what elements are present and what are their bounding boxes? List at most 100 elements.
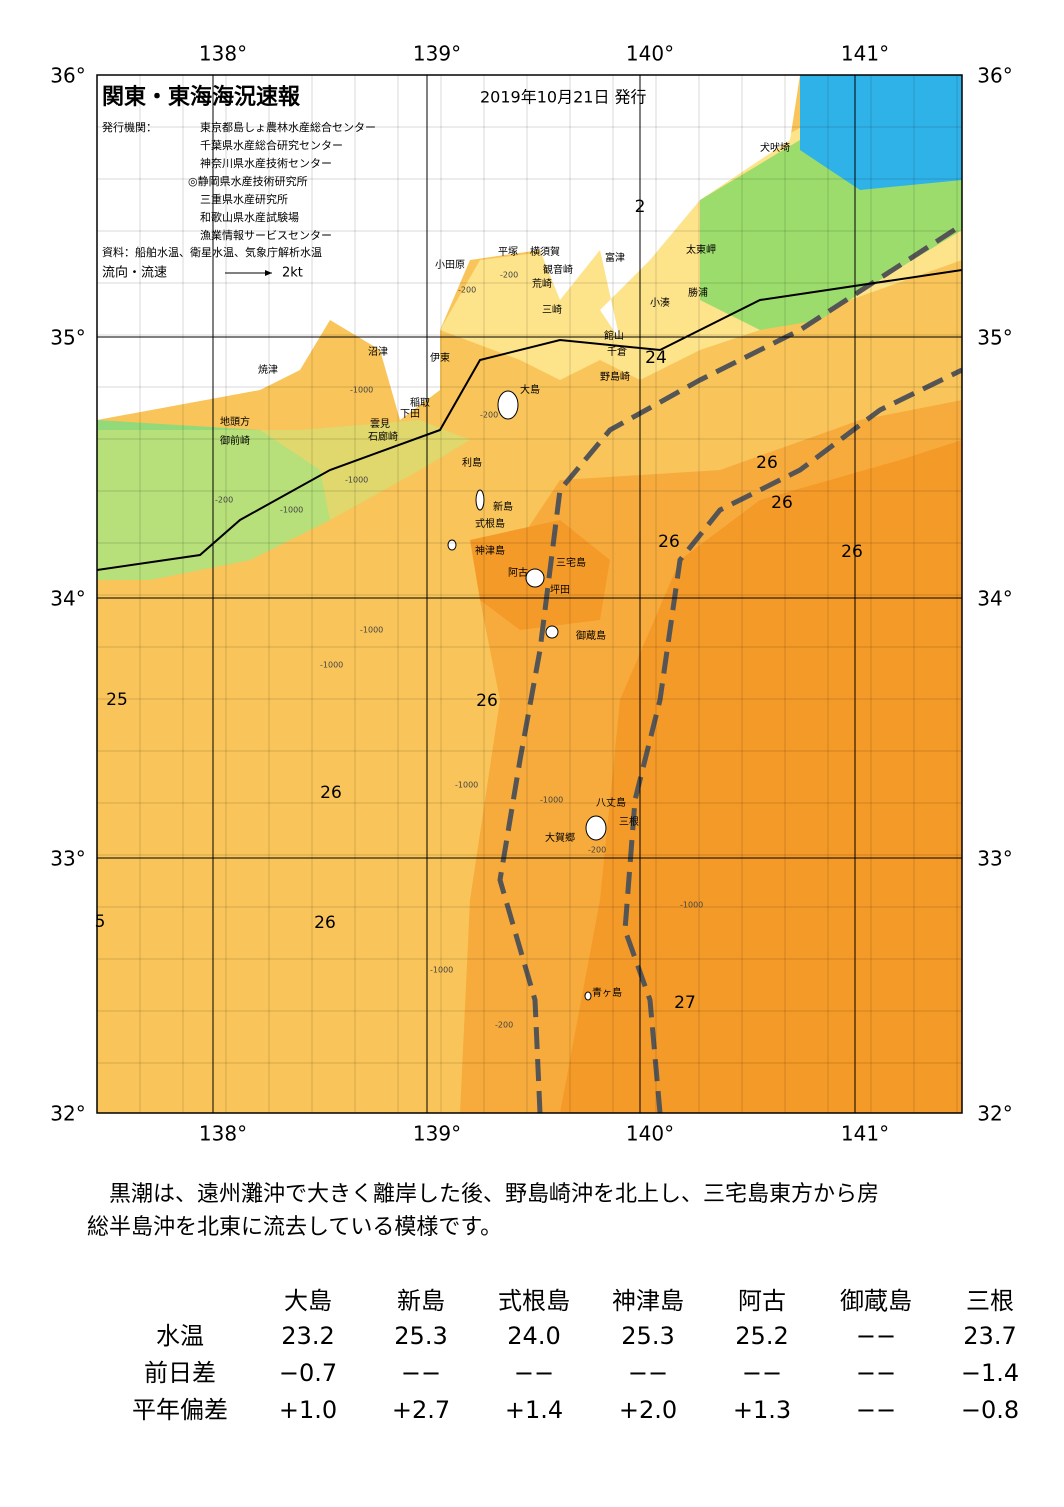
place-name: 荒崎 — [532, 277, 552, 290]
row-header: 前日差 — [144, 1359, 216, 1387]
depth-label: -1000 — [680, 901, 703, 910]
place-name: 雲見 — [370, 418, 390, 430]
flow-scale: 2kt — [282, 266, 303, 281]
flow-arrowhead — [265, 270, 272, 276]
place-name: 利島 — [462, 456, 482, 469]
lat-label: 32° — [50, 1102, 85, 1126]
place-name: 御蔵島 — [576, 629, 606, 642]
place-name: 下田 — [400, 409, 420, 420]
place-name: 平塚 — [498, 246, 518, 258]
issuer-label: 発行機関： — [102, 120, 157, 134]
temperature-label: 25 — [106, 690, 128, 710]
issuer: 漁業情報サービスセンター — [200, 228, 332, 242]
place-name: 三崎 — [542, 303, 562, 316]
lon-label: 141° — [841, 42, 889, 66]
temperature-label: 27 — [674, 993, 696, 1013]
place-name: 式根島 — [475, 517, 505, 530]
place-name: 石廊崎 — [368, 430, 398, 443]
temperature-label: 26 — [771, 493, 793, 513]
description-line: 黒潮は、遠州灘沖で大きく離岸した後、野島崎沖を北上し、三宅島東方から房 — [87, 1182, 879, 1207]
cell: −0.7 — [279, 1359, 337, 1387]
map-frame — [96, 74, 963, 1114]
lat-label: 33° — [977, 847, 1012, 871]
cell: 25.3 — [394, 1322, 447, 1350]
lon-label: 140° — [626, 42, 674, 66]
place-name: 坪田 — [550, 583, 570, 596]
warmest-zone — [560, 440, 962, 1113]
lat-label: 32° — [977, 1102, 1012, 1126]
lat-label: 36° — [50, 64, 85, 88]
issuer: 東京都島しょ農林水産総合センター — [200, 120, 376, 134]
cell: −− — [401, 1359, 441, 1387]
place-name: 三宅島 — [556, 556, 586, 569]
map-area — [97, 75, 962, 1113]
column-header: 大島 — [284, 1287, 332, 1315]
place-name: 勝浦 — [688, 286, 708, 299]
temperature-label: 2 — [635, 197, 646, 217]
depth-label: -1000 — [280, 506, 303, 515]
lat-label: 35° — [977, 326, 1012, 350]
cell: +2.7 — [392, 1396, 450, 1424]
depth-label: -1000 — [430, 966, 453, 975]
lat-label: 35° — [50, 326, 85, 350]
place-name: 阿古 — [508, 566, 528, 579]
temperature-label: 26 — [476, 691, 498, 711]
cell: +2.0 — [619, 1396, 677, 1424]
cell: +1.3 — [733, 1396, 791, 1424]
cell: 24.0 — [507, 1322, 560, 1350]
cell: −− — [856, 1359, 896, 1387]
cell: 25.3 — [621, 1322, 674, 1350]
temperature-label: 26 — [756, 453, 778, 473]
graticule — [97, 75, 962, 1113]
lon-label: 140° — [626, 1122, 674, 1146]
place-name: 千倉 — [607, 345, 627, 358]
place-name: 太東岬 — [686, 243, 716, 256]
issuer: 三重県水産研究所 — [200, 192, 288, 206]
temperature-label: 5 — [95, 912, 106, 932]
depth-label: -200 — [495, 1021, 513, 1030]
issuer: 和歌山県水産試験場 — [200, 210, 299, 224]
place-name: 犬吠埼 — [760, 141, 790, 154]
cell: +1.4 — [505, 1396, 563, 1424]
lon-label: 139° — [413, 1122, 461, 1146]
temperature-label: 26 — [841, 542, 863, 562]
depth-label: -1000 — [350, 386, 373, 395]
lon-label: 138° — [199, 1122, 247, 1146]
row-header: 平年偏差 — [132, 1396, 228, 1424]
temperature-label: 26 — [314, 913, 336, 933]
place-name: 神津島 — [475, 544, 505, 557]
column-header: 式根島 — [498, 1287, 570, 1315]
cell: 23.2 — [281, 1322, 334, 1350]
isotherm — [97, 269, 962, 571]
kuroshio-axis-outer — [622, 367, 962, 1113]
cell: −1.4 — [961, 1359, 1019, 1387]
cell: −− — [856, 1396, 896, 1424]
lat-label: 34° — [977, 587, 1012, 611]
column-header: 三根 — [966, 1287, 1014, 1315]
depth-label: -200 — [588, 846, 606, 855]
lon-label: 139° — [413, 42, 461, 66]
depth-label: -1000 — [320, 661, 343, 670]
row-header: 水温 — [156, 1322, 204, 1350]
place-name: 稲取 — [410, 397, 430, 409]
description: 黒潮は、遠州灘沖で大きく離岸した後、野島崎沖を北上し、三宅島東方から房総半島沖を… — [87, 1182, 879, 1240]
title: 関東・東海海況速報 — [102, 84, 301, 110]
depth-label: -1000 — [540, 796, 563, 805]
column-header: 新島 — [397, 1287, 445, 1315]
cell: +1.0 — [279, 1396, 337, 1424]
column-header: 阿古 — [738, 1287, 786, 1315]
depth-label: -200 — [480, 411, 498, 420]
islands — [447, 390, 607, 1001]
issuer: 神奈川県水産技術センター — [200, 156, 332, 170]
cell: 25.2 — [735, 1322, 788, 1350]
column-header: 神津島 — [612, 1287, 684, 1315]
description-line: 総半島沖を北東に流去している模様です。 — [87, 1215, 502, 1240]
place-name: 新島 — [493, 500, 513, 513]
place-name: 館山 — [604, 329, 624, 342]
place-name: 観音崎 — [543, 263, 573, 276]
place-name: 三根 — [619, 815, 639, 828]
depth-label: -200 — [500, 271, 518, 280]
cell: −− — [742, 1359, 782, 1387]
